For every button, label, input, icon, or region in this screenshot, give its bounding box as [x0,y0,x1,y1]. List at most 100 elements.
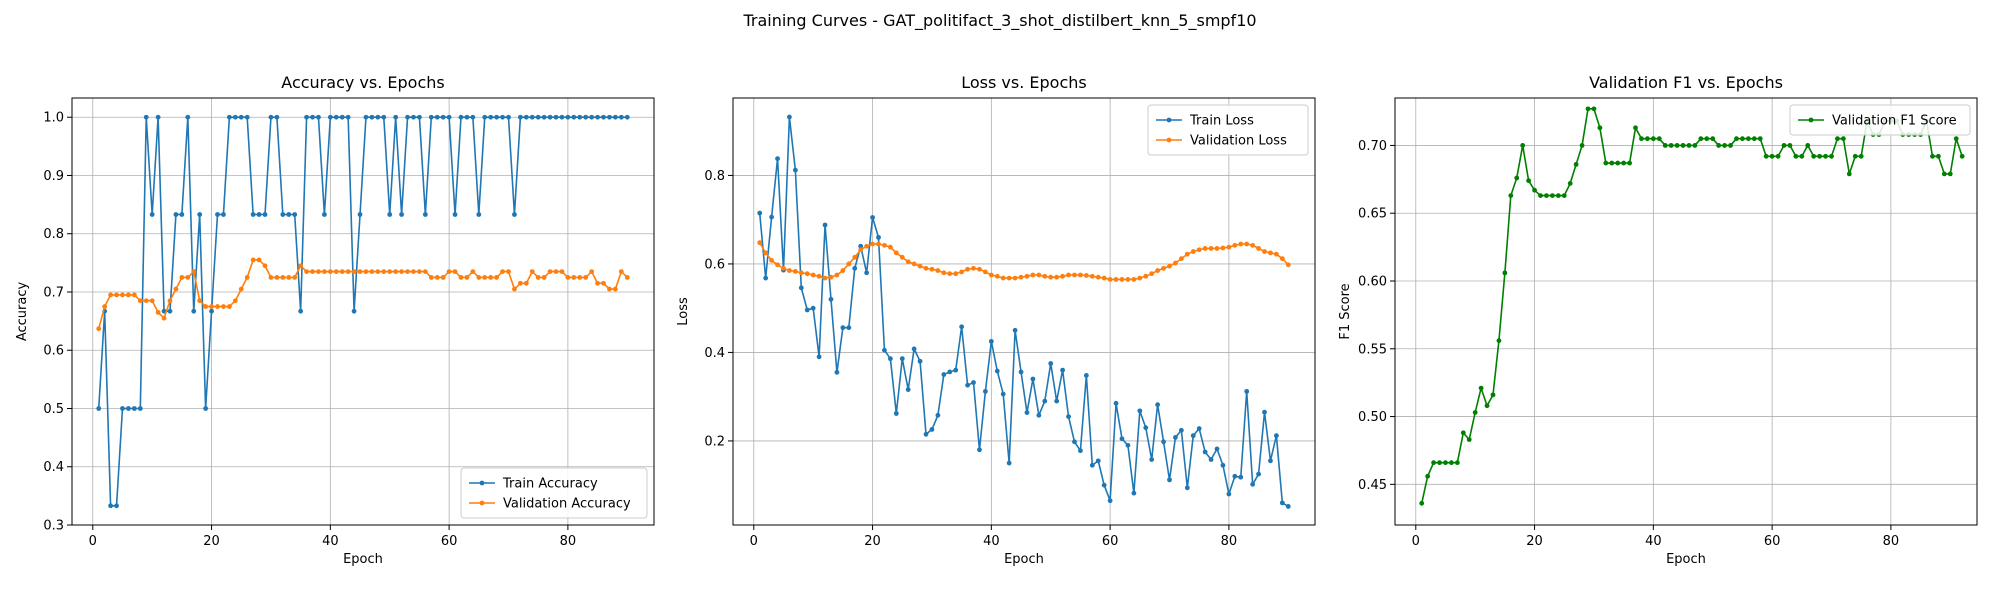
data-point [840,325,846,331]
data-point [1089,273,1095,279]
data-point [108,292,114,298]
data-point [1704,136,1710,142]
data-point [458,114,464,120]
data-point [982,388,988,394]
data-point [357,212,363,217]
data-point [464,114,470,120]
data-point [1155,402,1161,408]
data-point [887,356,893,362]
data-point [1674,143,1680,148]
data-point [369,114,375,120]
data-point [1650,136,1656,142]
data-point [1597,125,1603,131]
data-point [292,275,298,280]
data-point [1520,143,1526,148]
data-point [1514,175,1520,181]
data-point [464,275,470,280]
data-point [1734,136,1739,142]
data-point [798,285,804,291]
data-point [143,114,149,120]
data-point [268,275,274,280]
data-point [417,114,422,120]
data-point [1419,500,1425,506]
data-point [905,259,911,265]
data-point [1048,274,1054,280]
data-point [1066,272,1071,278]
data-point [798,270,804,276]
data-point [977,447,982,453]
data-point [1472,410,1478,415]
data-point [535,275,541,280]
data-point [553,269,559,274]
data-point [846,325,852,331]
data-point [280,275,286,280]
data-point [1066,414,1071,419]
data-point [941,372,947,377]
data-point [1437,460,1442,466]
data-point [126,292,131,298]
data-point [203,406,209,411]
data-point [321,212,327,217]
data-point [1941,171,1947,177]
data-point [476,212,482,217]
data-point [541,114,547,120]
data-point [1716,143,1722,148]
data-point [775,262,780,268]
data-point [965,382,970,388]
data-point [149,212,155,217]
data-point [1048,361,1054,366]
legend-marker [1166,117,1172,123]
data-point [1155,268,1161,273]
x-tick-label: 60 [1102,534,1119,549]
x-axis-label: Epoch [343,552,383,567]
data-point [781,265,786,271]
data-point [929,266,935,272]
data-point [1591,106,1597,112]
data-point [1526,178,1532,184]
data-point [268,114,274,120]
x-tick-label: 40 [322,534,339,549]
data-point [185,275,191,280]
data-point [953,271,959,277]
data-point [911,346,917,352]
data-point [971,380,976,385]
legend-box [1789,104,1971,136]
data-point [1161,439,1166,445]
data-point [185,114,191,120]
data-point [876,234,881,240]
data-point [1036,272,1042,278]
data-point [221,304,226,309]
data-point [173,212,179,217]
data-point [804,271,810,277]
data-point [1273,251,1279,257]
data-point [1425,473,1431,479]
data-point [763,250,769,256]
data-point [1060,367,1066,373]
y-axis-label: Accuracy [15,282,30,342]
data-point [1769,153,1775,159]
data-point [834,369,840,375]
data-point [446,269,452,274]
data-point [399,212,405,217]
data-point [1930,153,1935,159]
data-point [298,308,304,314]
x-tick-label: 0 [750,534,758,549]
data-point [494,114,500,120]
data-point [434,114,440,120]
data-point [1579,143,1585,148]
data-point [834,272,840,278]
data-point [1662,143,1668,148]
data-point [1078,272,1083,278]
data-point [1285,504,1291,509]
data-point [1125,442,1131,448]
data-point [882,347,887,353]
data-point [143,298,149,304]
data-point [434,275,440,280]
data-point [840,268,846,273]
data-point [1184,485,1190,491]
data-point [381,114,387,120]
data-point [601,114,606,120]
data-point [1232,242,1238,248]
data-point [1131,490,1137,496]
